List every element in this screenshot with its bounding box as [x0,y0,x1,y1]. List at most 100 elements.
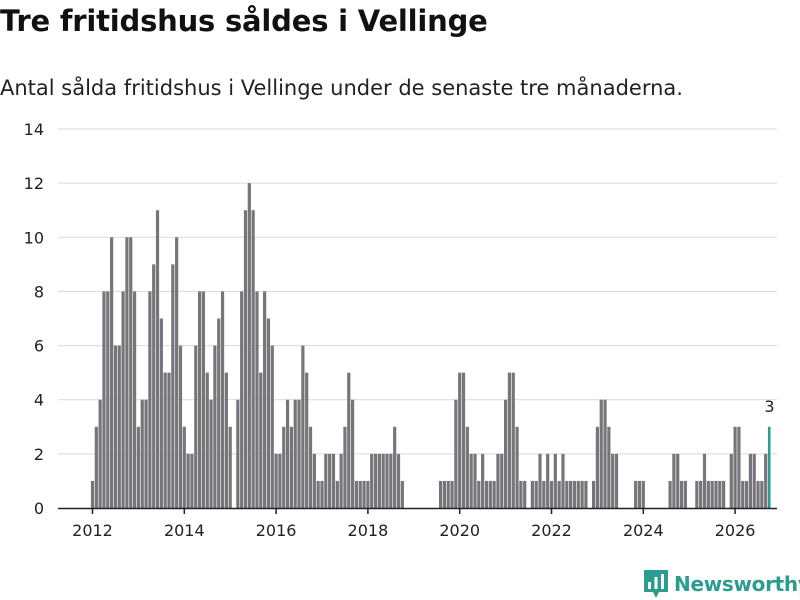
bar [351,399,355,508]
bar [481,453,485,508]
bar [683,480,687,508]
x-tick-label: 2016 [256,521,297,540]
bar [729,453,733,508]
bar [599,399,603,508]
bar [293,399,297,508]
bar [722,480,726,508]
bar [393,426,397,508]
bar [370,453,374,508]
bar [442,480,446,508]
bar [263,291,267,508]
y-tick-label: 10 [24,228,44,247]
y-tick-label: 2 [34,445,44,464]
bar [328,453,332,508]
bar [339,453,343,508]
bar [530,480,534,508]
bar [733,426,737,508]
bar [523,480,527,508]
bar [282,426,286,508]
y-tick-label: 14 [24,120,44,139]
x-tick-label: 2026 [715,521,756,540]
bar [201,291,206,508]
bar [305,372,309,508]
bar [542,480,546,508]
bar [569,480,573,508]
bar [308,426,313,508]
bar [113,345,118,508]
bar [320,480,324,508]
bar [718,480,722,508]
bar [534,480,538,508]
bar [584,480,588,508]
newsworthy-logo[interactable]: Newsworthy [644,568,800,600]
bar [274,453,278,508]
bar [110,237,114,509]
bar [603,399,607,508]
bar [580,480,584,508]
bar [190,453,194,508]
bar [400,480,404,508]
bar [358,480,362,508]
bar [220,291,225,508]
bar [102,291,106,508]
bar [335,480,339,508]
bar [676,453,680,508]
bar [744,480,749,508]
bar [251,210,255,508]
bar [741,480,745,508]
bar [289,426,293,508]
bar [362,480,366,508]
bar [461,372,466,508]
bar [538,453,542,508]
bar [396,453,401,508]
bar [259,372,263,508]
bar [182,426,186,508]
bar [438,480,443,508]
y-tick-label: 0 [34,499,44,518]
bar [458,372,462,508]
bar [270,345,274,508]
bar [121,291,125,508]
bar [385,453,389,508]
bar [484,480,489,508]
bar [595,426,599,508]
bar [343,426,347,508]
x-tick-label: 2020 [439,521,480,540]
bar [171,264,175,508]
bar [668,480,672,508]
bar [243,210,248,508]
chart-subtitle: Antal sålda fritidshus i Vellinge under … [0,76,683,100]
bar [155,210,160,508]
bar [607,426,611,508]
bar [634,480,638,508]
bar [469,453,473,508]
bar [106,291,110,508]
y-tick-label: 4 [34,391,44,410]
bar [129,237,133,509]
bar [209,399,213,508]
x-tick-label: 2024 [623,521,664,540]
bar [178,345,183,508]
bar [614,453,619,508]
bar [511,372,515,508]
newsworthy-chart-icon [644,570,668,598]
bar [496,453,500,508]
bar [278,453,282,508]
bar [247,183,251,508]
bar-chart: 0 2 4 6 8 10 12 14 3 2012 2014 2016 2018 2020 2022 2024… [24,120,777,540]
bar [492,480,496,508]
bar [331,453,336,508]
y-tick-label: 12 [24,174,44,193]
bar [163,372,167,508]
bar [255,291,259,508]
bar [591,480,596,508]
bar [186,453,190,508]
bar [373,453,378,508]
x-tick-label: 2012 [72,521,113,540]
bar [710,480,714,508]
bar [136,426,140,508]
bar [565,480,569,508]
bar [454,399,458,508]
bar [748,453,752,508]
newsworthy-logo-text: Newsworthy [674,572,800,596]
